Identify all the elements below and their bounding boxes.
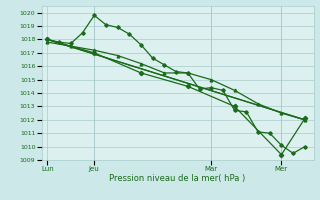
X-axis label: Pression niveau de la mer( hPa ): Pression niveau de la mer( hPa ) <box>109 174 246 183</box>
